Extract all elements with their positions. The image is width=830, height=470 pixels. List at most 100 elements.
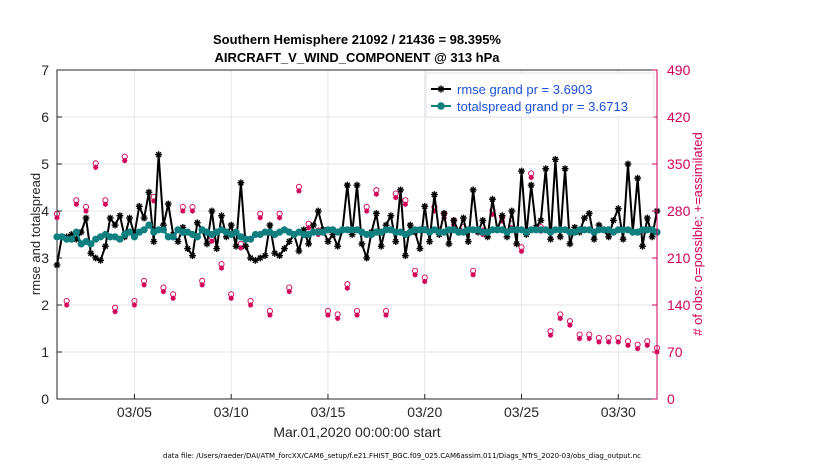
tick-label-x: 03/15 xyxy=(310,404,345,420)
legend-marker-spread xyxy=(437,102,445,110)
totalspread-point xyxy=(125,228,134,236)
obs-assimilated-marker xyxy=(247,302,254,308)
tick-label-left: 2 xyxy=(41,297,49,313)
rmse-point xyxy=(295,247,303,255)
legend: rmse grand pr = 3.6903 totalspread grand… xyxy=(425,72,655,118)
obs-assimilated-marker xyxy=(606,339,612,345)
tick-label-x: 03/05 xyxy=(117,404,152,420)
obs-assimilated-marker xyxy=(547,332,554,338)
rmse-point xyxy=(358,240,366,248)
rmse-point xyxy=(155,151,163,158)
rmse-point xyxy=(145,188,153,196)
rmse-point xyxy=(126,214,133,222)
obs-assimilated-marker xyxy=(402,201,408,207)
rmse-point xyxy=(213,245,221,252)
rmse-point xyxy=(189,252,196,260)
obs-assimilated-marker xyxy=(141,282,147,288)
tick-label-x: 03/10 xyxy=(214,404,249,420)
totalspread-point xyxy=(72,228,80,236)
rmse-point xyxy=(406,221,414,229)
obs-assimilated-marker xyxy=(422,278,428,285)
rmse-point xyxy=(193,219,201,227)
obs-assimilated-marker xyxy=(383,312,389,318)
rmse-point xyxy=(310,221,317,229)
totalspread-point xyxy=(193,233,201,241)
obs-assimilated-marker xyxy=(218,265,225,271)
rmse-point xyxy=(237,179,245,187)
obs-assimilated-marker xyxy=(644,342,650,348)
obs-assimilated-marker xyxy=(122,158,128,164)
rmse-point xyxy=(416,245,424,252)
rmse-point xyxy=(464,238,472,245)
rmse-point xyxy=(372,209,380,217)
rmse-point xyxy=(227,221,235,229)
tick-label-left: 4 xyxy=(41,203,49,219)
rmse-point xyxy=(610,217,617,224)
obs-assimilated-marker xyxy=(557,315,563,322)
rmse-point xyxy=(513,240,521,248)
rmse-point xyxy=(614,205,622,213)
obs-assimilated-marker xyxy=(635,346,641,352)
tick-label-left: 7 xyxy=(41,62,49,78)
totalspread-point xyxy=(145,221,153,229)
obs-assimilated-marker xyxy=(373,191,379,197)
obs-assimilated-marker xyxy=(518,248,525,254)
obs-assimilated-marker xyxy=(73,201,79,207)
obs-assimilated-marker xyxy=(344,285,350,291)
legend-star-glyph xyxy=(437,85,445,93)
obs-assimilated-marker xyxy=(470,272,476,278)
rmse-point xyxy=(537,217,545,224)
rmse-point xyxy=(281,245,288,252)
rmse-point xyxy=(324,238,332,245)
tick-label-right: 350 xyxy=(667,156,691,172)
tick-label-right: 140 xyxy=(667,297,691,313)
rmse-point xyxy=(77,228,85,236)
rmse-point xyxy=(566,240,574,248)
rmse-point xyxy=(164,200,172,208)
rmse-point xyxy=(551,155,559,163)
legend-label-spread: totalspread grand pr = 3.6713 xyxy=(457,99,628,114)
rmse-point xyxy=(542,165,550,173)
rmse-point xyxy=(377,242,385,250)
rmse-point xyxy=(392,238,400,245)
rmse-point xyxy=(106,214,114,222)
obs-assimilated-marker xyxy=(296,188,302,194)
tick-label-right: 210 xyxy=(667,250,691,266)
rmse-point xyxy=(111,221,119,229)
rmse-point xyxy=(203,240,211,248)
obs-assimilated-marker xyxy=(576,335,583,342)
obs-assimilated-marker xyxy=(615,339,621,345)
obs-assimilated-marker xyxy=(325,312,331,318)
left-axis-ticks: 0 1 2 3 4 5 6 7 xyxy=(41,62,62,407)
x-axis-label: Mar.01,2020 00:00:00 start xyxy=(273,424,440,440)
obs-assimilated-marker xyxy=(393,194,399,201)
rmse-point xyxy=(232,242,240,250)
rmse-series xyxy=(53,151,661,269)
obs-assimilated-marker xyxy=(54,215,60,221)
rmse-point xyxy=(648,233,656,241)
obs-assimilated-marker xyxy=(131,302,138,308)
rmse-point xyxy=(643,214,651,222)
obs-assimilated-marker xyxy=(238,245,244,251)
rmse-point xyxy=(174,238,182,245)
obs-assimilated-marker xyxy=(199,282,205,288)
obs-assimilated-marker xyxy=(189,208,196,214)
totalspread-point xyxy=(130,233,139,241)
obs-assimilated-marker xyxy=(93,164,99,170)
obs-assimilated-marker xyxy=(306,225,312,231)
tick-label-left: 6 xyxy=(41,109,49,125)
rmse-point xyxy=(251,256,259,264)
rmse-point xyxy=(271,249,279,257)
tick-label-left: 5 xyxy=(41,156,49,172)
obs-assimilated-marker xyxy=(64,302,70,308)
obs-assimilated-marker xyxy=(160,288,167,295)
x-axis-ticks: 03/05 03/10 03/15 03/20 03/25 03/30 xyxy=(117,394,636,420)
rmse-point xyxy=(498,212,506,220)
tick-label-right: 420 xyxy=(667,109,691,125)
tick-label-right: 70 xyxy=(667,344,683,360)
rmse-point xyxy=(314,207,322,215)
rmse-point xyxy=(605,233,613,241)
rmse-point xyxy=(561,165,569,173)
rmse-point xyxy=(266,221,274,229)
